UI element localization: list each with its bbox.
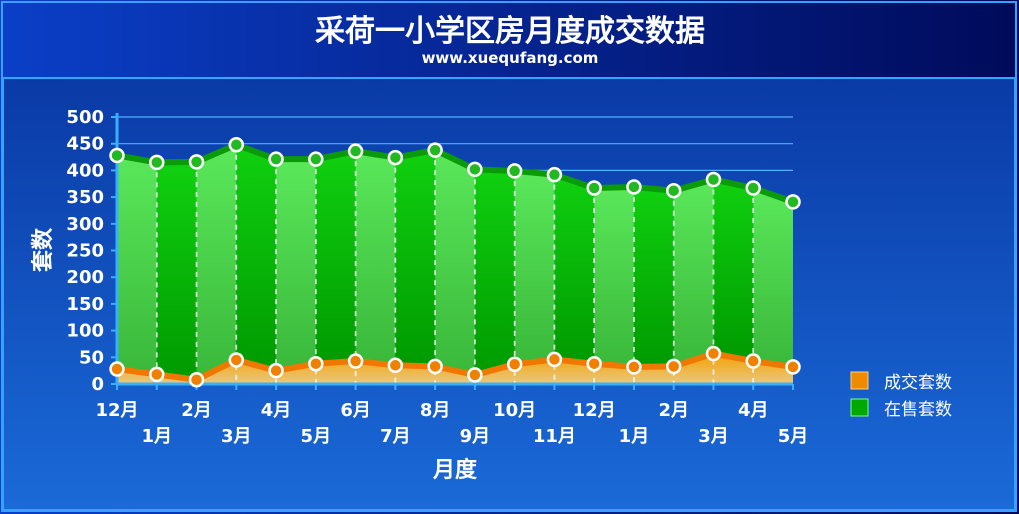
listings-band-2 xyxy=(196,144,237,380)
deals-point-10 xyxy=(506,356,523,372)
listings-point-12 xyxy=(586,180,602,196)
listings-band-13 xyxy=(633,186,674,367)
listings-point-14 xyxy=(665,182,682,199)
legend-swatch-listings xyxy=(850,398,869,417)
y-tick-label-200: 200 xyxy=(66,267,104,288)
listings-point-0 xyxy=(109,147,125,164)
y-tick-label-250: 250 xyxy=(66,241,104,262)
x-tick-label-4: 4月 xyxy=(261,400,292,421)
x-tick-label-12: 12月 xyxy=(573,400,616,421)
listings-point-3 xyxy=(228,137,245,153)
x-tick-label-15: 3月 xyxy=(698,426,729,447)
deals-point-2 xyxy=(188,371,205,388)
x-tick-label-1: 1月 xyxy=(141,426,172,447)
listings-band-8 xyxy=(435,150,475,375)
listings-point-7 xyxy=(387,149,404,166)
listings-band-9 xyxy=(474,169,515,375)
deals-point-8 xyxy=(427,358,443,375)
listings-point-4 xyxy=(268,151,284,167)
listings-band-16 xyxy=(753,188,793,367)
x-tick-label-2: 2月 xyxy=(181,400,212,421)
deals-point-5 xyxy=(308,355,324,372)
listings-point-17 xyxy=(785,194,801,210)
x-tick-label-6: 6月 xyxy=(340,400,371,421)
axis-layer: 05010015020025030035040045050012月1月2月3月4… xyxy=(66,107,808,447)
x-tick-label-16: 4月 xyxy=(738,400,769,421)
legend-label-deals: 成交套数 xyxy=(884,373,952,393)
listings-band-15 xyxy=(713,179,754,362)
listings-point-11 xyxy=(546,166,563,183)
y-axis-title: 套数 xyxy=(30,227,56,272)
listings-point-5 xyxy=(308,151,324,167)
listings-point-2 xyxy=(188,154,205,170)
deals-point-14 xyxy=(665,358,682,375)
listings-point-8 xyxy=(427,142,443,158)
listings-band-5 xyxy=(315,151,356,364)
x-tick-label-5: 5月 xyxy=(301,426,332,447)
deals-point-12 xyxy=(586,355,602,372)
chart-title: 采荷一小学区房月度成交数据 xyxy=(315,14,705,49)
listings-band-0 xyxy=(117,155,157,375)
x-tick-label-17: 5月 xyxy=(778,426,809,447)
x-axis-title: 月度 xyxy=(432,457,478,483)
deals-point-17 xyxy=(785,359,801,375)
deals-point-9 xyxy=(467,367,483,383)
y-tick-label-400: 400 xyxy=(66,160,104,181)
y-tick-label-350: 350 xyxy=(66,187,104,208)
deals-point-3 xyxy=(228,352,245,368)
listings-point-16 xyxy=(745,180,761,196)
listings-band-7 xyxy=(395,150,436,367)
listings-band-3 xyxy=(236,144,277,371)
y-tick-label-500: 500 xyxy=(66,107,104,128)
x-tick-label-7: 7月 xyxy=(380,426,411,447)
listings-band-6 xyxy=(355,151,396,366)
deals-point-11 xyxy=(546,351,563,368)
x-tick-label-10: 10月 xyxy=(493,400,536,421)
y-tick-label-50: 50 xyxy=(79,347,104,368)
y-tick-label-100: 100 xyxy=(66,321,104,342)
legend-label-listings: 在售套数 xyxy=(884,400,952,420)
listings-point-10 xyxy=(506,163,523,179)
listings-band-1 xyxy=(156,161,197,380)
legend: 成交套数 在售套数 xyxy=(850,371,952,420)
listings-point-9 xyxy=(467,161,483,178)
x-tick-label-13: 1月 xyxy=(619,426,650,447)
listings-band-10 xyxy=(514,170,555,365)
chart-subtitle: www.xuequfang.com xyxy=(422,49,599,67)
x-tick-label-0: 12月 xyxy=(95,400,138,421)
deals-point-13 xyxy=(626,359,642,375)
listings-band-12 xyxy=(594,186,634,367)
listings-band-14 xyxy=(673,179,714,367)
y-tick-label-300: 300 xyxy=(66,214,104,235)
x-tick-label-3: 3月 xyxy=(221,426,252,447)
listings-point-6 xyxy=(347,143,364,159)
listings-point-1 xyxy=(149,154,165,171)
y-tick-label-150: 150 xyxy=(66,294,104,315)
marker-layer xyxy=(109,137,801,388)
x-tick-label-11: 11月 xyxy=(533,426,576,447)
deals-point-16 xyxy=(745,353,761,369)
listings-point-15 xyxy=(705,171,722,188)
legend-swatch-deals xyxy=(850,371,869,390)
listings-band-4 xyxy=(276,159,316,371)
deals-point-0 xyxy=(109,361,125,377)
x-tick-label-9: 9月 xyxy=(460,426,491,447)
y-tick-label-450: 450 xyxy=(66,134,104,155)
x-tick-label-14: 2月 xyxy=(658,400,689,421)
area-layer xyxy=(116,141,794,384)
listings-band-11 xyxy=(554,174,595,364)
deals-point-4 xyxy=(268,362,284,379)
listings-point-13 xyxy=(626,179,642,195)
deals-point-1 xyxy=(149,366,165,383)
deals-point-6 xyxy=(347,353,364,369)
deals-area xyxy=(117,353,793,384)
deals-point-7 xyxy=(387,357,404,374)
x-tick-label-8: 8月 xyxy=(420,400,451,421)
y-tick-label-0: 0 xyxy=(91,374,104,395)
deals-point-15 xyxy=(705,345,722,362)
